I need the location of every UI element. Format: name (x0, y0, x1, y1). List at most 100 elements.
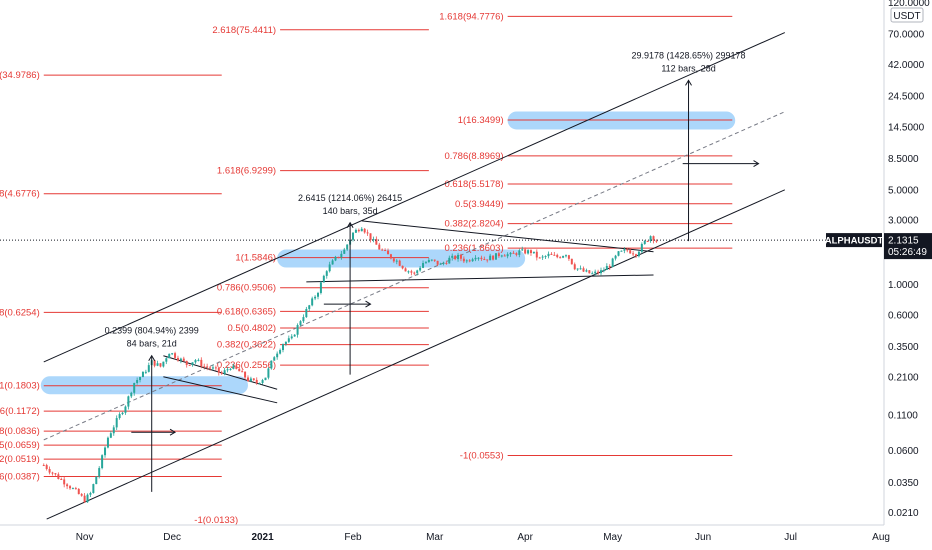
candle-body-184 (579, 268, 582, 270)
candle-body-195 (611, 258, 614, 268)
candle-body-42 (165, 358, 168, 362)
candle-body-124 (404, 268, 407, 272)
candle-body-186 (585, 270, 588, 272)
fib-label-24: -1(0.0553) (460, 450, 504, 461)
fib-label-20: 0.618(5.5178) (444, 179, 503, 190)
y-axis[interactable]: 0.0210 0.0350 0.0600 0.1100 0.2100 0.3500 0.60… (888, 0, 930, 519)
trendline-0 (163, 355, 278, 390)
x-tick-label-7: Jun (695, 532, 711, 543)
candle-body-121 (395, 260, 398, 262)
candle-body-138 (445, 262, 448, 264)
candle-body-131 (424, 262, 427, 264)
countdown-label: 05:26:49 (888, 247, 927, 258)
candle-body-139 (448, 257, 451, 264)
candle-body-28 (124, 406, 127, 413)
candle-body-127 (413, 272, 416, 274)
candle-body-210 (655, 240, 658, 242)
y-tick-label-0: 0.0210 (888, 508, 919, 519)
candle-body-128 (416, 270, 419, 274)
candle-body-119 (389, 254, 392, 259)
candle-body-21 (104, 447, 107, 456)
candle-body-202 (632, 253, 635, 255)
candle-body-23 (109, 433, 112, 438)
measure-arrowhead-0 (148, 354, 156, 361)
candle-body-147 (471, 259, 474, 262)
candle-body-104 (346, 244, 349, 250)
candle-body-32 (136, 380, 139, 383)
candle-body-165 (524, 249, 527, 254)
candle-body-135 (436, 260, 439, 265)
candle-body-75 (261, 380, 264, 383)
fib-label-10: 1.618(6.9299) (217, 166, 276, 177)
candle-body-198 (620, 250, 623, 252)
candle-body-143 (459, 254, 462, 259)
candle-body-94 (317, 292, 320, 297)
candle-body-185 (582, 268, 585, 272)
candle-body-154 (492, 255, 495, 260)
candle-body-51 (191, 362, 194, 365)
candle-body-31 (133, 382, 136, 393)
candle-body-151 (483, 259, 486, 261)
y-tick-label-13: 24.5000 (888, 92, 925, 103)
candle-body-63 (226, 369, 229, 371)
candle-body-91 (308, 305, 311, 309)
y-tick-label-4: 0.2100 (888, 372, 919, 383)
candle-body-189 (594, 271, 597, 274)
channel-upper (43, 32, 786, 363)
candle-body-54 (200, 359, 203, 367)
arrow-head-0 (169, 428, 177, 436)
candle-body-96 (322, 275, 325, 283)
measure-bars-1: 140 bars, 35d (323, 206, 378, 216)
trendline-1 (163, 376, 278, 404)
candle-body-68 (241, 371, 244, 373)
trendlines (43, 32, 786, 520)
candle-body-114 (375, 239, 378, 245)
candle-body-29 (127, 396, 130, 407)
currency-badge[interactable]: USDT (890, 7, 924, 23)
candle-body-109 (360, 228, 363, 232)
candle-body-87 (296, 325, 299, 335)
candle-body-40 (159, 363, 162, 367)
candle-body-65 (232, 365, 235, 369)
candle-body-64 (229, 368, 232, 370)
measure-arrowhead-1 (346, 221, 354, 229)
candle-body-25 (115, 418, 118, 428)
candle-body-134 (433, 259, 436, 261)
candles (42, 227, 658, 503)
fib-label-0: 3.618(34.9786) (0, 70, 40, 81)
candle-body-69 (244, 371, 247, 378)
candle-body-6 (60, 478, 63, 480)
candle-body-44 (171, 353, 174, 355)
x-tick-label-1: Dec (163, 532, 181, 543)
candle-body-181 (570, 258, 573, 265)
candle-body-85 (290, 336, 293, 339)
candle-body-142 (457, 254, 460, 260)
fib-label-21: 0.5(3.9449) (455, 199, 504, 210)
candle-body-5 (57, 474, 60, 479)
candle-body-17 (92, 484, 95, 493)
x-tick-label-2: 2021 (251, 532, 274, 543)
candle-body-178 (562, 256, 565, 258)
y-tick-label-14: 42.0000 (888, 60, 925, 71)
candle-body-48 (182, 358, 185, 361)
trendline-3 (306, 274, 654, 283)
candle-body-9 (69, 486, 72, 489)
candle-body-144 (462, 258, 465, 262)
fib-label-22: 0.382(2.8204) (444, 219, 503, 230)
candle-body-55 (203, 366, 206, 368)
candle-body-162 (515, 253, 518, 255)
candle-body-117 (384, 250, 387, 252)
y-tick-label-12: 14.5000 (888, 123, 925, 134)
candle-body-126 (410, 271, 413, 273)
candle-body-170 (538, 257, 541, 259)
x-axis[interactable]: Nov Dec 2021 Feb Mar Apr May Jun Jul Aug (76, 532, 890, 543)
candle-body-103 (343, 249, 346, 254)
annotations: 0.2399 (804.94%) 2399 84 bars, 21d 2.6415 … (105, 50, 760, 492)
candle-body-179 (564, 255, 567, 257)
candle-body-176 (556, 254, 559, 258)
x-tick-label-5: Apr (517, 532, 533, 543)
candle-body-167 (529, 250, 532, 254)
fib-label-8: 0.236(0.0387) (0, 471, 40, 482)
candle-body-187 (588, 270, 591, 274)
